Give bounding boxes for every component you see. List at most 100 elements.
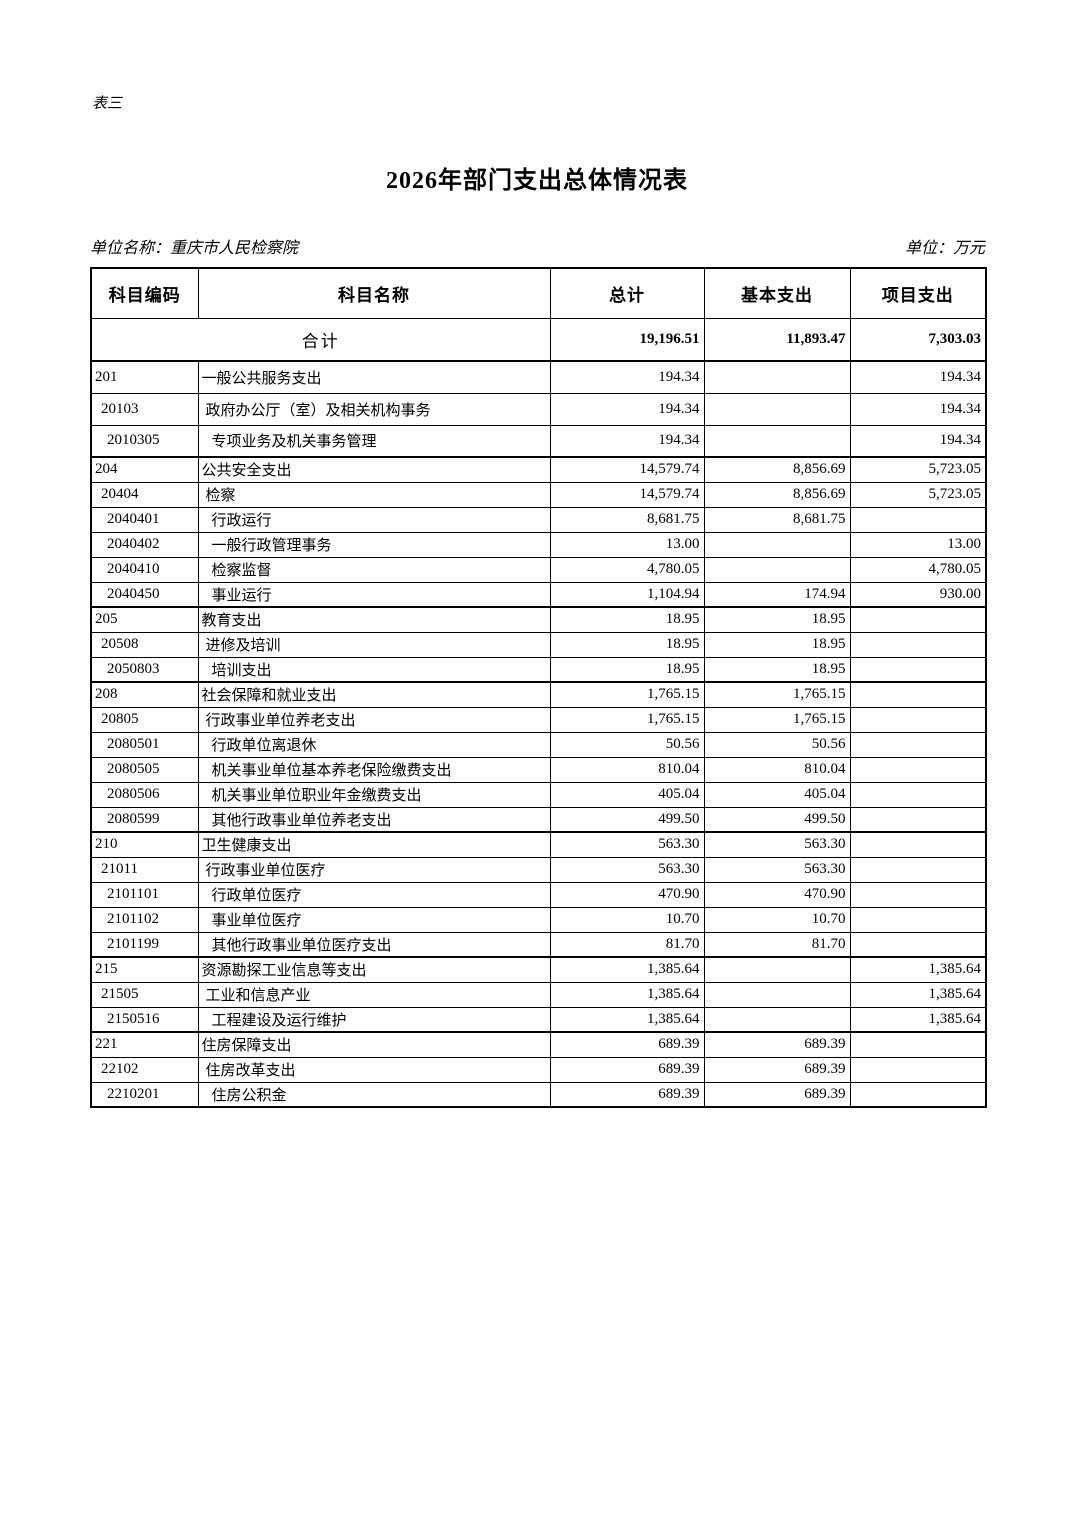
basic-expenditure-cell: 689.39 (703, 1056, 851, 1083)
table-row: 2210201 住房公积金 689.39 689.39 (90, 1081, 987, 1108)
page-title: 2026年部门支出总体情况表 (386, 168, 688, 194)
basic-expenditure-cell: 18.95 (703, 631, 851, 658)
header-subject-name: 科目名称 (197, 267, 551, 319)
table-row: 205 教育支出 18.95 18.95 (90, 606, 987, 633)
subject-code-cell: 20103 (90, 392, 199, 426)
subject-name-cell: 机关事业单位职业年金缴费支出 (197, 781, 551, 808)
basic-expenditure-cell: 81.70 (703, 931, 851, 958)
basic-expenditure-cell: 810.04 (703, 756, 851, 783)
subject-name-cell: 住房保障支出 (197, 1031, 551, 1058)
total-cell: 4,780.05 (549, 556, 705, 583)
total-cell: 689.39 (549, 1056, 705, 1083)
subject-name-cell: 其他行政事业单位养老支出 (197, 806, 551, 833)
table-row: 2040450 事业运行 1,104.94 174.94 930.00 (90, 581, 987, 608)
subject-name-cell: 专项业务及机关事务管理 (197, 424, 551, 458)
table-row: 201 一般公共服务支出 194.34 194.34 (90, 360, 987, 394)
total-cell: 13.00 (549, 531, 705, 558)
subject-name-cell: 卫生健康支出 (197, 831, 551, 858)
table-row: 22102 住房改革支出 689.39 689.39 (90, 1056, 987, 1083)
table-row: 2080501 行政单位离退休 50.56 50.56 (90, 731, 987, 758)
subject-name-cell: 事业运行 (197, 581, 551, 608)
subject-name-cell: 公共安全支出 (197, 456, 551, 483)
basic-expenditure-cell (703, 981, 851, 1008)
total-cell: 1,104.94 (549, 581, 705, 608)
basic-expenditure-cell: 18.95 (703, 606, 851, 633)
subject-name-cell: 行政事业单位养老支出 (197, 706, 551, 733)
table-row: 2101102 事业单位医疗 10.70 10.70 (90, 906, 987, 933)
project-expenditure-cell (849, 706, 987, 733)
project-expenditure-cell (849, 881, 987, 908)
table-row: 2010305 专项业务及机关事务管理 194.34 194.34 (90, 424, 987, 458)
total-cell: 470.90 (549, 881, 705, 908)
subject-name-cell: 其他行政事业单位医疗支出 (197, 931, 551, 958)
basic-expenditure-cell: 8,856.69 (703, 481, 851, 508)
project-expenditure-cell: 194.34 (849, 360, 987, 394)
subject-code-cell: 2080599 (90, 806, 199, 833)
subject-name-cell: 进修及培训 (197, 631, 551, 658)
project-expenditure-cell (849, 656, 987, 683)
project-expenditure-cell: 1,385.64 (849, 956, 987, 983)
project-expenditure-cell (849, 731, 987, 758)
total-cell: 563.30 (549, 856, 705, 883)
total-cell: 81.70 (549, 931, 705, 958)
project-expenditure-cell (849, 606, 987, 633)
project-expenditure-cell: 1,385.64 (849, 1006, 987, 1033)
subject-code-cell: 201 (90, 360, 199, 394)
basic-expenditure-cell: 10.70 (703, 906, 851, 933)
total-cell: 194.34 (549, 424, 705, 458)
table-row: 20103 政府办公厅（室）及相关机构事务 194.34 194.34 (90, 392, 987, 426)
basic-expenditure-cell: 8,681.75 (703, 506, 851, 533)
table-body: 合计 19,196.51 11,893.47 7,303.03 201 一般公共… (90, 317, 987, 1108)
total-cell: 18.95 (549, 606, 705, 633)
summary-label-cell: 合计 (90, 317, 551, 362)
subject-code-cell: 20805 (90, 706, 199, 733)
basic-expenditure-cell: 50.56 (703, 731, 851, 758)
table-row: 21011 行政事业单位医疗 563.30 563.30 (90, 856, 987, 883)
table-row: 2080599 其他行政事业单位养老支出 499.50 499.50 (90, 806, 987, 833)
total-cell: 405.04 (549, 781, 705, 808)
summary-row: 合计 19,196.51 11,893.47 7,303.03 (90, 317, 987, 362)
subject-code-cell: 205 (90, 606, 199, 633)
project-expenditure-cell: 13.00 (849, 531, 987, 558)
project-expenditure-cell (849, 681, 987, 708)
subject-name-cell: 事业单位医疗 (197, 906, 551, 933)
basic-expenditure-cell (703, 424, 851, 458)
subject-code-cell: 22102 (90, 1056, 199, 1083)
subject-name-cell: 资源勘探工业信息等支出 (197, 956, 551, 983)
basic-expenditure-cell (703, 1006, 851, 1033)
project-expenditure-cell (849, 781, 987, 808)
subject-code-cell: 2080506 (90, 781, 199, 808)
table-row: 2040402 一般行政管理事务 13.00 13.00 (90, 531, 987, 558)
table-row: 215 资源勘探工业信息等支出 1,385.64 1,385.64 (90, 956, 987, 983)
total-cell: 8,681.75 (549, 506, 705, 533)
basic-expenditure-cell (703, 531, 851, 558)
basic-expenditure-cell: 18.95 (703, 656, 851, 683)
subject-code-cell: 204 (90, 456, 199, 483)
project-expenditure-cell (849, 831, 987, 858)
summary-total-cell: 19,196.51 (549, 317, 705, 362)
project-expenditure-cell (849, 506, 987, 533)
basic-expenditure-cell: 1,765.15 (703, 706, 851, 733)
total-cell: 689.39 (549, 1031, 705, 1058)
project-expenditure-cell (849, 1056, 987, 1083)
total-cell: 499.50 (549, 806, 705, 833)
subject-code-cell: 215 (90, 956, 199, 983)
project-expenditure-cell (849, 906, 987, 933)
table-row: 2080505 机关事业单位基本养老保险缴费支出 810.04 810.04 (90, 756, 987, 783)
subject-code-cell: 2210201 (90, 1081, 199, 1108)
subject-code-cell: 2040401 (90, 506, 199, 533)
subject-name-cell: 社会保障和就业支出 (197, 681, 551, 708)
header-project-expenditure: 项目支出 (849, 267, 987, 319)
table-row: 20404 检察 14,579.74 8,856.69 5,723.05 (90, 481, 987, 508)
basic-expenditure-cell (703, 956, 851, 983)
subject-code-cell: 2040450 (90, 581, 199, 608)
total-cell: 810.04 (549, 756, 705, 783)
total-cell: 14,579.74 (549, 481, 705, 508)
total-cell: 1,385.64 (549, 956, 705, 983)
basic-expenditure-cell: 405.04 (703, 781, 851, 808)
subject-name-cell: 机关事业单位基本养老保险缴费支出 (197, 756, 551, 783)
subject-code-cell: 20404 (90, 481, 199, 508)
basic-expenditure-cell: 563.30 (703, 856, 851, 883)
subject-name-cell: 行政事业单位医疗 (197, 856, 551, 883)
project-expenditure-cell: 194.34 (849, 424, 987, 458)
